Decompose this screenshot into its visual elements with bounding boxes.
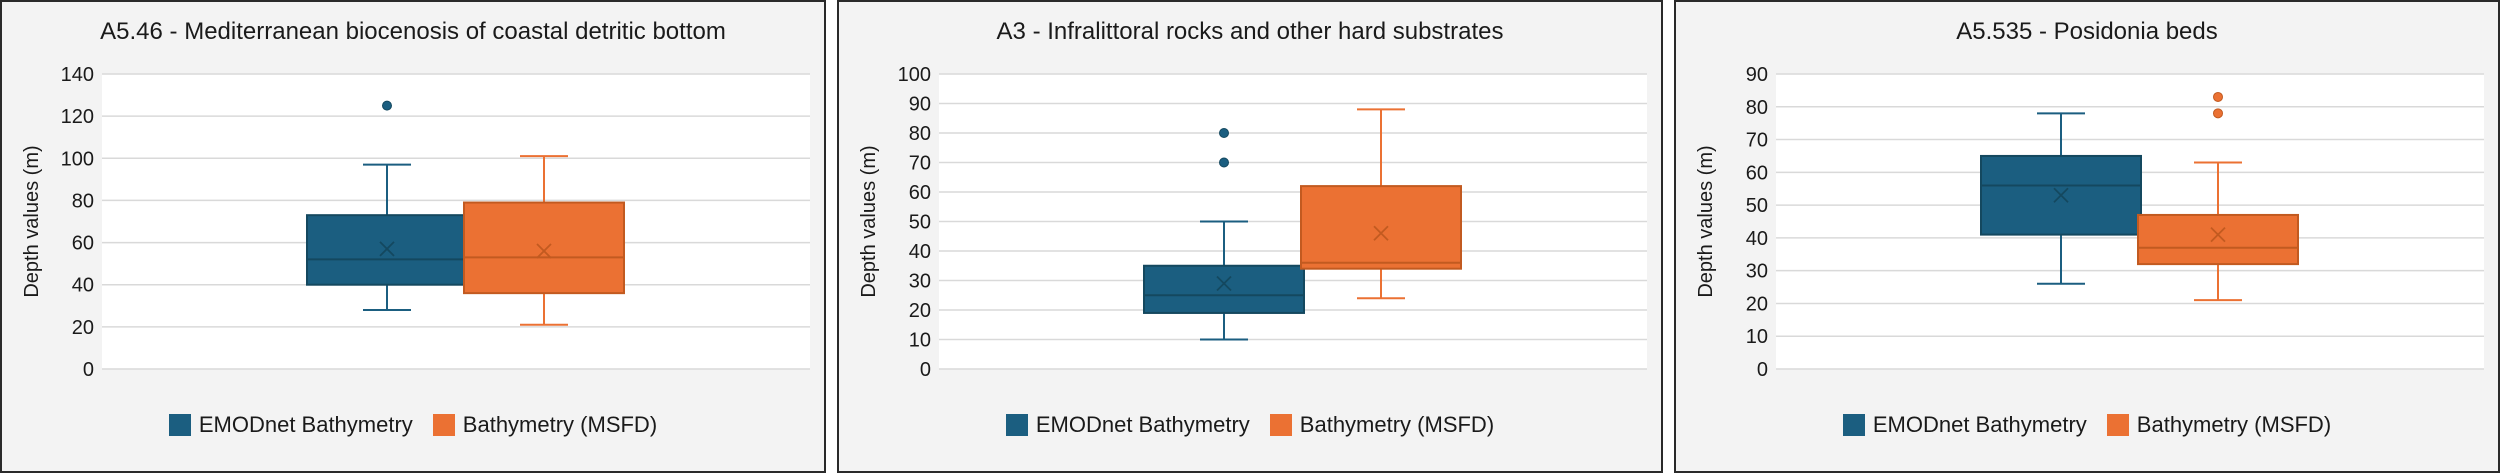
y-tick-label: 50 <box>909 212 931 234</box>
y-tick-label: 60 <box>909 182 931 204</box>
y-tick-label: 60 <box>1746 162 1768 184</box>
mean-marker <box>2210 226 2226 243</box>
mean-marker <box>1373 225 1389 241</box>
box-msfd <box>463 155 625 326</box>
y-tick-label: 40 <box>1746 228 1768 250</box>
iqr-box <box>1300 185 1462 270</box>
y-tick-label: 50 <box>1746 195 1768 217</box>
y-tick-label: 70 <box>1746 130 1768 152</box>
legend-swatch-emodnet <box>1005 414 1028 436</box>
legend: EMODnet Bathymetry Bathymetry (MSFD) <box>2 412 824 438</box>
boxplot-chart: 0 10 20 30 40 50 60 70 80 90 100 Depth values (m) <box>858 64 1647 381</box>
iqr-box <box>2137 213 2299 266</box>
y-tick-label: 30 <box>1746 261 1768 283</box>
outlier-point <box>2213 108 2223 119</box>
chart-panel-a5535: A5.535 - Posidonia beds 0 10 20 30 40 50 60 70 8… <box>1674 0 2500 473</box>
legend-label: Bathymetry (MSFD) <box>462 412 658 437</box>
boxplot-chart: 0 20 40 60 80 100 120 140 Depth values (m) <box>21 64 810 381</box>
chart-panel-a546: A5.46 - Mediterranean biocenosis of coas… <box>0 0 826 473</box>
legend: EMODnet Bathymetry Bathymetry (MSFD) <box>839 412 1661 438</box>
y-tick-label: 70 <box>909 153 931 175</box>
chart-title: A5.535 - Posidonia beds <box>1956 18 2218 45</box>
box-msfd <box>1300 108 1462 300</box>
y-axis-label: Depth values (m) <box>858 145 880 297</box>
y-tick-label: 60 <box>72 233 94 255</box>
box-msfd <box>2137 91 2299 302</box>
chart-panel-a3: A3 - Infralittoral rocks and other hard … <box>837 0 1663 473</box>
legend-label: EMODnet Bathymetry <box>1872 412 2087 437</box>
legend-swatch-msfd <box>1269 414 1292 436</box>
y-tick-label: 0 <box>920 359 931 381</box>
legend-item-emodnet: EMODnet Bathymetry <box>1842 412 2087 438</box>
chart-title: A3 - Infralittoral rocks and other hard … <box>996 18 1504 45</box>
legend-label: EMODnet Bathymetry <box>1035 412 1250 437</box>
mean-marker <box>379 241 395 257</box>
legend-label: EMODnet Bathymetry <box>198 412 413 437</box>
mean-marker <box>536 243 552 259</box>
legend-item-msfd: Bathymetry (MSFD) <box>2106 412 2332 438</box>
legend-label: Bathymetry (MSFD) <box>1299 412 1495 437</box>
legend-item-msfd: Bathymetry (MSFD) <box>1269 412 1495 438</box>
legend: EMODnet Bathymetry Bathymetry (MSFD) <box>1676 412 2498 438</box>
y-tick-label: 0 <box>1757 359 1768 381</box>
y-tick-label: 10 <box>1746 326 1768 348</box>
iqr-box <box>1143 264 1305 314</box>
mean-marker <box>1216 275 1232 292</box>
mean-marker <box>2053 187 2069 203</box>
y-tick-label: 90 <box>909 94 931 116</box>
legend-label: Bathymetry (MSFD) <box>2136 412 2332 437</box>
y-axis-label: Depth values (m) <box>1695 145 1717 297</box>
y-tick-label: 80 <box>72 190 94 212</box>
y-tick-label: 100 <box>898 64 931 86</box>
outlier-point <box>1219 128 1229 138</box>
y-tick-label: 0 <box>83 359 94 381</box>
box-emodnet <box>306 100 468 311</box>
outlier-point <box>2213 91 2223 102</box>
y-tick-label: 10 <box>909 330 931 352</box>
y-tick-label: 20 <box>72 317 94 339</box>
y-tick-label: 120 <box>61 106 94 128</box>
y-tick-label: 100 <box>61 148 94 170</box>
y-tick-label: 80 <box>1746 97 1768 119</box>
y-tick-label: 90 <box>1746 64 1768 86</box>
box-emodnet <box>1143 128 1305 341</box>
legend-swatch-emodnet <box>1842 414 1865 436</box>
y-tick-label: 40 <box>909 241 931 263</box>
boxplot-chart: 0 10 20 30 40 50 60 70 80 90 Depth values (m) <box>1695 64 2484 381</box>
outlier-point <box>382 100 392 111</box>
chart-title: A5.46 - Mediterranean biocenosis of coas… <box>100 18 726 45</box>
y-tick-label: 20 <box>1746 293 1768 315</box>
legend-item-emodnet: EMODnet Bathymetry <box>168 412 413 438</box>
outlier-point <box>1219 157 1229 168</box>
y-tick-label: 30 <box>909 271 931 293</box>
y-tick-label: 20 <box>909 300 931 322</box>
y-tick-label: 40 <box>72 275 94 297</box>
box-emodnet <box>1980 112 2142 285</box>
legend-item-msfd: Bathymetry (MSFD) <box>432 412 658 438</box>
legend-swatch-emodnet <box>168 414 191 436</box>
y-tick-label: 140 <box>61 64 94 86</box>
legend-swatch-msfd <box>432 414 455 436</box>
y-axis-label: Depth values (m) <box>21 145 43 297</box>
legend-item-emodnet: EMODnet Bathymetry <box>1005 412 1250 438</box>
y-tick-label: 80 <box>909 123 931 145</box>
legend-swatch-msfd <box>2106 414 2129 436</box>
iqr-box <box>463 201 625 295</box>
